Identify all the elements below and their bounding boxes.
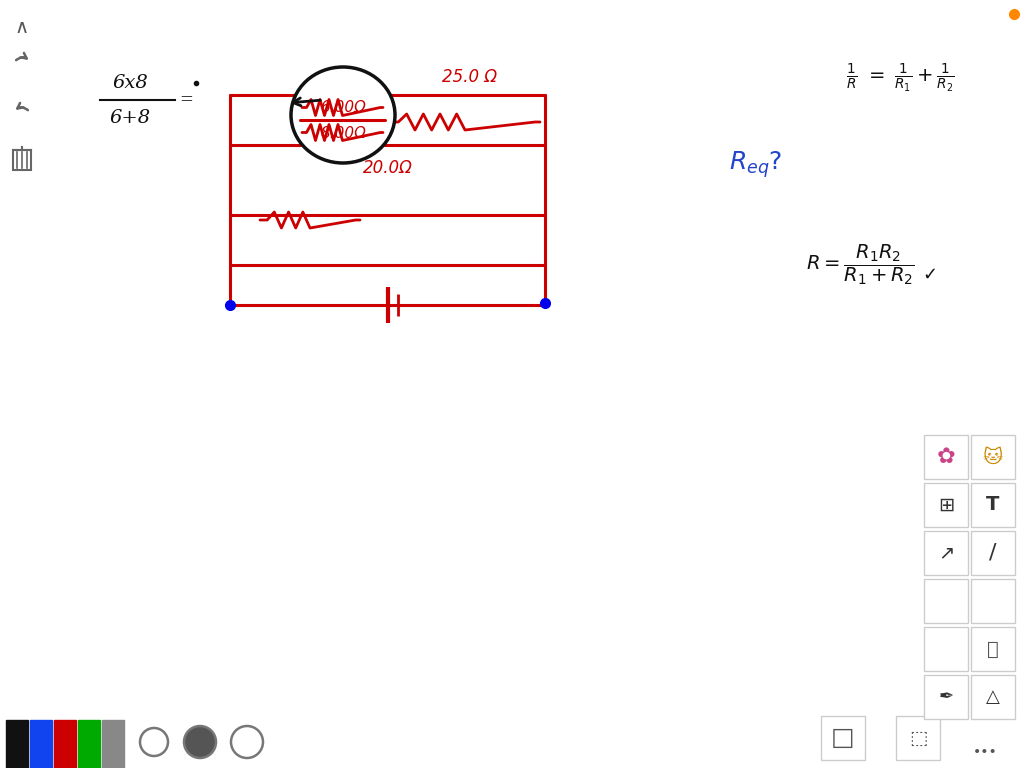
Bar: [78, 720, 100, 768]
Text: ✓: ✓: [922, 266, 937, 284]
Text: 6.00Ω: 6.00Ω: [321, 101, 366, 115]
Bar: [924, 579, 968, 623]
Text: 25.0 Ω: 25.0 Ω: [442, 68, 498, 86]
Text: $R=\dfrac{R_1 R_2}{R_1+R_2}$: $R=\dfrac{R_1 R_2}{R_1+R_2}$: [806, 243, 914, 287]
Bar: [971, 483, 1015, 527]
Bar: [924, 675, 968, 719]
Text: 6+8: 6+8: [110, 109, 151, 127]
Bar: [6, 720, 28, 768]
Bar: [924, 483, 968, 527]
Text: =: =: [179, 91, 193, 108]
Bar: [971, 627, 1015, 671]
Text: 🐱: 🐱: [983, 448, 1004, 466]
Bar: [30, 720, 52, 768]
Bar: [924, 627, 968, 671]
Bar: [979, 590, 1007, 612]
Text: ⬛: ⬛: [987, 640, 998, 658]
Text: □: □: [831, 726, 855, 750]
Bar: [54, 720, 76, 768]
Bar: [924, 435, 968, 479]
Text: 20.0Ω: 20.0Ω: [364, 159, 413, 177]
Text: 8.00Ω: 8.00Ω: [321, 125, 366, 141]
Text: ↗: ↗: [938, 544, 954, 562]
Bar: [971, 531, 1015, 575]
Text: ∧: ∧: [15, 18, 29, 37]
Text: •••: •••: [973, 745, 997, 759]
Bar: [821, 716, 865, 760]
Text: T: T: [986, 495, 999, 515]
Text: ✿: ✿: [937, 447, 955, 467]
Text: 6x8: 6x8: [112, 74, 147, 92]
Bar: [971, 579, 1015, 623]
Circle shape: [184, 726, 216, 758]
Bar: [896, 716, 940, 760]
Bar: [971, 675, 1015, 719]
Bar: [13, 150, 31, 170]
Text: $R_{eq}?$: $R_{eq}?$: [729, 150, 782, 180]
Text: ✒: ✒: [938, 688, 953, 706]
Ellipse shape: [291, 67, 395, 163]
Text: ⬚: ⬚: [909, 729, 927, 747]
Bar: [924, 531, 968, 575]
Text: /: /: [989, 543, 996, 563]
Text: $\frac{1}{R}\ =\ \frac{1}{R_1}+\frac{1}{R_2}$: $\frac{1}{R}\ =\ \frac{1}{R_1}+\frac{1}{…: [846, 61, 954, 94]
Text: △: △: [986, 688, 1000, 706]
Bar: [102, 720, 124, 768]
Text: ⊞: ⊞: [938, 495, 954, 515]
Bar: [971, 435, 1015, 479]
